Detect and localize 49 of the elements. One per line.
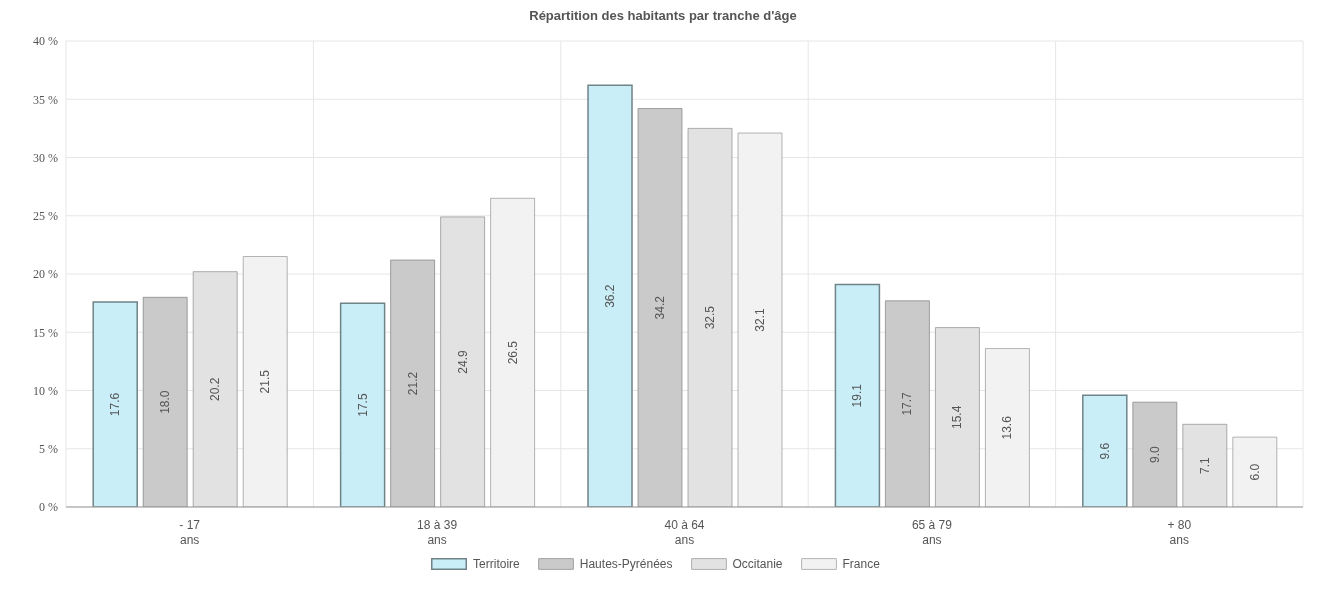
legend-label: Territoire: [473, 557, 520, 571]
legend-label: France: [842, 557, 880, 571]
data-label: 32.1: [753, 308, 768, 332]
data-label: 36.2: [603, 284, 618, 308]
y-tick-label: 35 %: [33, 92, 58, 107]
y-tick-label: 0 %: [39, 500, 58, 515]
data-label: 17.7: [900, 391, 915, 416]
y-tick-label: 30 %: [33, 150, 58, 165]
data-label: 17.6: [108, 392, 123, 417]
y-tick-label: 25 %: [33, 209, 58, 224]
y-tick-label: 15 %: [33, 325, 58, 340]
data-label: 18.0: [158, 390, 173, 414]
data-label: 34.2: [653, 295, 668, 320]
y-tick-label: 10 %: [33, 383, 58, 398]
data-label: 9.0: [1147, 445, 1162, 463]
bar: [885, 300, 930, 507]
y-tick-label: 5 %: [39, 442, 58, 457]
bar: [1132, 401, 1178, 507]
data-label: 13.6: [1000, 415, 1015, 440]
data-label: 6.0: [1247, 463, 1262, 481]
bar: [637, 108, 683, 507]
bar: [834, 283, 881, 507]
bar: [390, 259, 435, 507]
y-tick-label: 40 %: [33, 34, 58, 49]
data-label: 15.4: [950, 405, 965, 429]
data-label: 21.5: [258, 369, 273, 394]
data-label: 21.2: [405, 371, 420, 396]
x-tick-label: 18 à 39 ans: [417, 518, 458, 547]
data-label: 24.9: [455, 349, 470, 374]
y-tick-label: 20 %: [33, 267, 58, 282]
legend-label: Hautes-Pyrénées: [579, 557, 673, 571]
data-label: 26.5: [505, 340, 520, 365]
bar: [1082, 394, 1128, 507]
chart-title: Répartition des habitants par tranche d'âge: [528, 8, 798, 23]
data-label: 9.6: [1097, 442, 1112, 460]
data-label: 20.2: [208, 377, 223, 402]
x-tick-label: + 80 ans: [1167, 518, 1192, 547]
bar: [587, 84, 633, 507]
x-tick-label: 65 à 79 ans: [911, 518, 953, 547]
data-label: 7.1: [1197, 456, 1212, 474]
data-label: 17.5: [355, 393, 370, 417]
legend-label: Occitanie: [732, 557, 783, 571]
bar: [142, 297, 188, 507]
bar: [92, 301, 138, 507]
data-label: 19.1: [850, 383, 865, 408]
data-label: 32.5: [703, 305, 718, 330]
x-tick-label: - 17 ans: [179, 518, 201, 547]
x-tick-label: 40 à 64 ans: [664, 518, 705, 547]
bar: [339, 302, 386, 507]
